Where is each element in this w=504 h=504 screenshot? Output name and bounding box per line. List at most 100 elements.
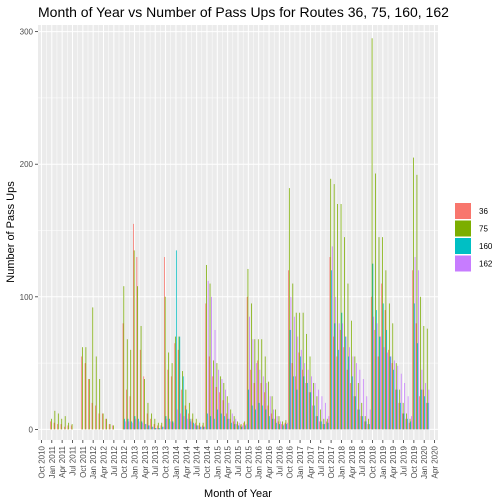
bar-162 [304, 363, 306, 430]
bar-160 [138, 418, 139, 430]
bar-162 [197, 425, 199, 430]
bar-75 [282, 421, 283, 430]
bar-36 [229, 418, 231, 430]
bar-160 [331, 270, 332, 430]
bar-162 [297, 336, 299, 430]
bar-75 [261, 339, 263, 430]
bar-36 [112, 425, 114, 430]
bar-160 [338, 349, 339, 430]
bar-160 [403, 413, 405, 430]
bar-160 [203, 426, 205, 430]
bar-75 [254, 339, 256, 430]
bar-36 [250, 369, 252, 430]
y-tick-label: 200 [20, 160, 34, 169]
bar-75 [426, 328, 428, 430]
bar-36 [336, 356, 338, 430]
bar-162 [369, 409, 371, 430]
bar-160 [393, 369, 394, 430]
bar-36 [188, 413, 189, 430]
bar-162 [256, 363, 257, 430]
bar-75 [137, 286, 138, 430]
bar-160 [182, 376, 184, 430]
bar-36 [315, 416, 317, 430]
bar-162 [331, 246, 333, 430]
bar-160 [258, 402, 260, 430]
bar-162 [166, 418, 168, 430]
bar-160 [213, 418, 215, 430]
bar-75 [213, 360, 214, 430]
legend-label-160: 160 [479, 242, 493, 251]
bar-162 [169, 421, 171, 430]
bar-162 [259, 369, 261, 430]
bar-160 [196, 425, 198, 430]
bar-162 [138, 421, 140, 430]
bar-75 [337, 203, 338, 430]
bar-75 [168, 352, 170, 430]
bar-75 [392, 323, 394, 430]
bar-36 [257, 360, 258, 430]
bar-75 [88, 379, 90, 430]
bar-75 [157, 422, 159, 430]
bar-162 [262, 376, 264, 430]
x-tick-label: Jul 2011 [68, 445, 77, 475]
bar-36 [360, 416, 362, 430]
x-axis: Oct 2010 Jan 2011 Apr 2011 Jul 2011 Oct 2011… [37, 440, 440, 479]
bar-162 [162, 426, 164, 430]
bar-36 [88, 379, 89, 430]
bar-75 [147, 402, 149, 430]
bar-160 [355, 396, 357, 430]
bar-75 [278, 416, 280, 430]
bar-36 [367, 424, 369, 430]
bar-75 [268, 381, 270, 430]
bar-160 [317, 416, 319, 430]
x-tick-label: Apr 2020 [431, 445, 440, 478]
bar-162 [190, 421, 192, 430]
bar-75 [233, 416, 235, 430]
bar-162 [200, 426, 202, 430]
bar-75 [357, 382, 359, 430]
bar-36 [177, 349, 179, 430]
bar-160 [186, 409, 188, 430]
legend-key-36 [455, 203, 471, 219]
bar-160 [303, 376, 305, 430]
bar-75 [285, 420, 287, 430]
bar-36 [208, 356, 210, 430]
bar-162 [311, 376, 312, 430]
bar-75 [92, 307, 94, 430]
x-tick-label: Apr 2017 [306, 445, 315, 478]
bar-162 [193, 424, 195, 430]
x-tick-label: Apr 2011 [58, 445, 67, 477]
bar-160 [310, 392, 312, 430]
bar-36 [122, 323, 124, 430]
bar-160 [296, 389, 298, 430]
bar-162 [345, 336, 347, 430]
bar-160 [375, 310, 377, 430]
bar-75 [82, 347, 83, 430]
bar-160 [300, 356, 301, 430]
x-tick-label: Apr 2016 [265, 445, 274, 478]
bar-162 [411, 416, 412, 430]
bar-160 [227, 418, 229, 430]
bar-75 [64, 416, 66, 430]
bar-160 [148, 425, 150, 430]
bar-162 [249, 316, 250, 430]
y-tick-label: 100 [20, 293, 34, 302]
bar-36 [246, 296, 248, 430]
bar-36 [70, 425, 72, 430]
bar-36 [412, 270, 414, 430]
bar-162 [124, 421, 126, 430]
x-tick-label: Jan 2017 [296, 445, 305, 478]
bar-162 [307, 369, 309, 430]
bar-160 [362, 416, 363, 430]
bar-162 [180, 413, 181, 430]
bar-160 [251, 405, 253, 430]
bar-36 [139, 349, 141, 430]
bar-75 [171, 363, 173, 430]
bar-162 [214, 329, 216, 430]
bar-162 [390, 356, 392, 430]
bar-160 [334, 323, 336, 430]
bar-36 [264, 392, 265, 430]
bar-36 [419, 396, 420, 430]
bar-160 [327, 422, 329, 430]
